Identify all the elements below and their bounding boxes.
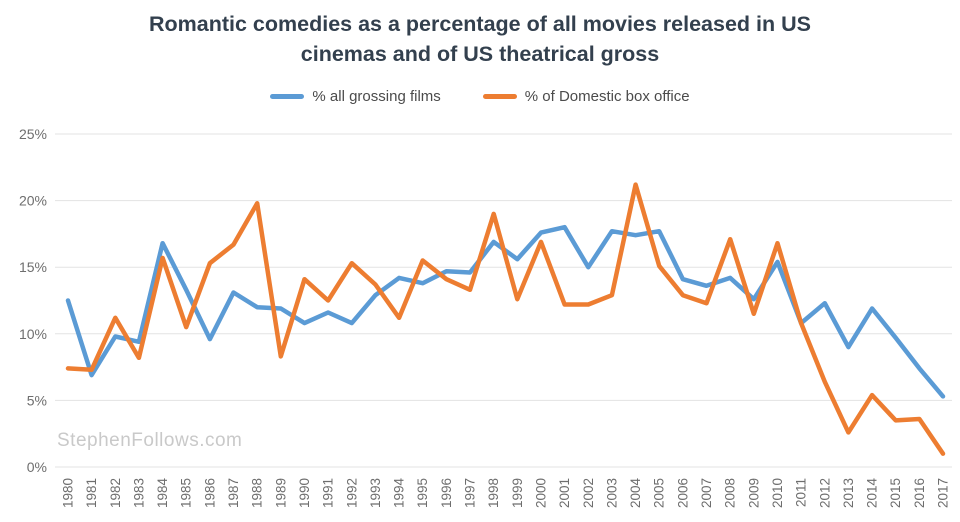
x-tick-label: 1990 [297, 478, 312, 508]
chart-title-text: Romantic comedies as a percentage of all… [149, 12, 811, 66]
x-tick-label: 2008 [723, 478, 738, 508]
x-tick-label: 2017 [936, 478, 951, 508]
x-tick-label: 1991 [321, 478, 336, 508]
x-tick-label: 2010 [770, 478, 785, 508]
x-tick-label: 1993 [368, 478, 383, 508]
legend-swatch-grossing-films [270, 94, 305, 99]
x-tick-label: 1996 [439, 478, 454, 508]
x-tick-label: 1995 [415, 478, 430, 508]
x-tick-label: 1988 [250, 478, 265, 508]
x-tick-label: 2004 [628, 478, 643, 509]
x-axis-labels: 1980 1981 1982 1983 1984 1985 1986 1987 1988 1989… [61, 478, 951, 509]
y-tick-label: 25% [19, 126, 47, 142]
y-tick-label: 10% [19, 326, 47, 342]
x-tick-label: 2014 [865, 478, 880, 509]
series-line-1 [65, 182, 946, 456]
x-tick-label: 1989 [273, 478, 288, 508]
y-tick-label: 0% [27, 459, 47, 475]
x-tick-label: 2000 [533, 478, 548, 508]
gridlines [55, 133, 952, 468]
x-tick-label: 2013 [841, 478, 856, 508]
x-tick-label: 1984 [155, 478, 170, 509]
y-tick-label: 5% [27, 392, 47, 408]
x-tick-label: 2002 [581, 478, 596, 508]
legend-label-grossing-films: % all grossing films [312, 88, 441, 105]
x-tick-label: 1981 [84, 478, 99, 508]
x-tick-label: 1999 [510, 478, 525, 508]
legend-label-domestic-box-office: % of Domestic box office [524, 88, 690, 105]
x-tick-label: 2001 [557, 478, 572, 508]
x-tick-label: 2005 [652, 478, 667, 508]
x-tick-label: 2016 [912, 478, 927, 508]
x-tick-label: 2012 [817, 478, 832, 508]
x-tick-label: 1986 [202, 478, 217, 508]
x-tick-label: 1980 [61, 478, 76, 508]
legend-swatch-domestic-box-office [482, 94, 517, 99]
x-tick-label: 2009 [746, 478, 761, 508]
x-tick-label: 1997 [463, 478, 478, 508]
x-tick-label: 2007 [699, 478, 714, 508]
line-chart-plot-area: 0% 5% 10% 15% 20% 25% 1980 1981 1982 1983 1984 1985… [0, 118, 960, 522]
x-tick-label: 1994 [392, 478, 407, 509]
legend: % all grossing films % of Domestic box o… [0, 88, 960, 105]
x-tick-label: 2003 [604, 478, 619, 508]
chart-title: Romantic comedies as a percentage of all… [0, 10, 960, 69]
y-tick-label: 20% [19, 193, 47, 209]
x-tick-label: 1987 [226, 478, 241, 508]
y-axis-labels: 0% 5% 10% 15% 20% 25% [19, 126, 47, 475]
x-tick-label: 2006 [675, 478, 690, 508]
watermark: StephenFollows.com [57, 430, 243, 451]
x-tick-label: 2011 [794, 478, 809, 507]
x-tick-label: 1992 [344, 478, 359, 508]
line-chart-svg: 0% 5% 10% 15% 20% 25% 1980 1981 1982 1983 1984 1985… [19, 126, 952, 509]
x-tick-label: 2015 [888, 478, 903, 508]
x-tick-label: 1982 [108, 478, 123, 508]
x-tick-label: 1985 [179, 478, 194, 508]
legend-item-grossing-films: % all grossing films [270, 88, 441, 105]
x-tick-label: 1998 [486, 478, 501, 508]
y-tick-label: 15% [19, 259, 47, 275]
x-tick-label: 1983 [131, 478, 146, 508]
legend-item-domestic-box-office: % of Domestic box office [482, 88, 690, 105]
